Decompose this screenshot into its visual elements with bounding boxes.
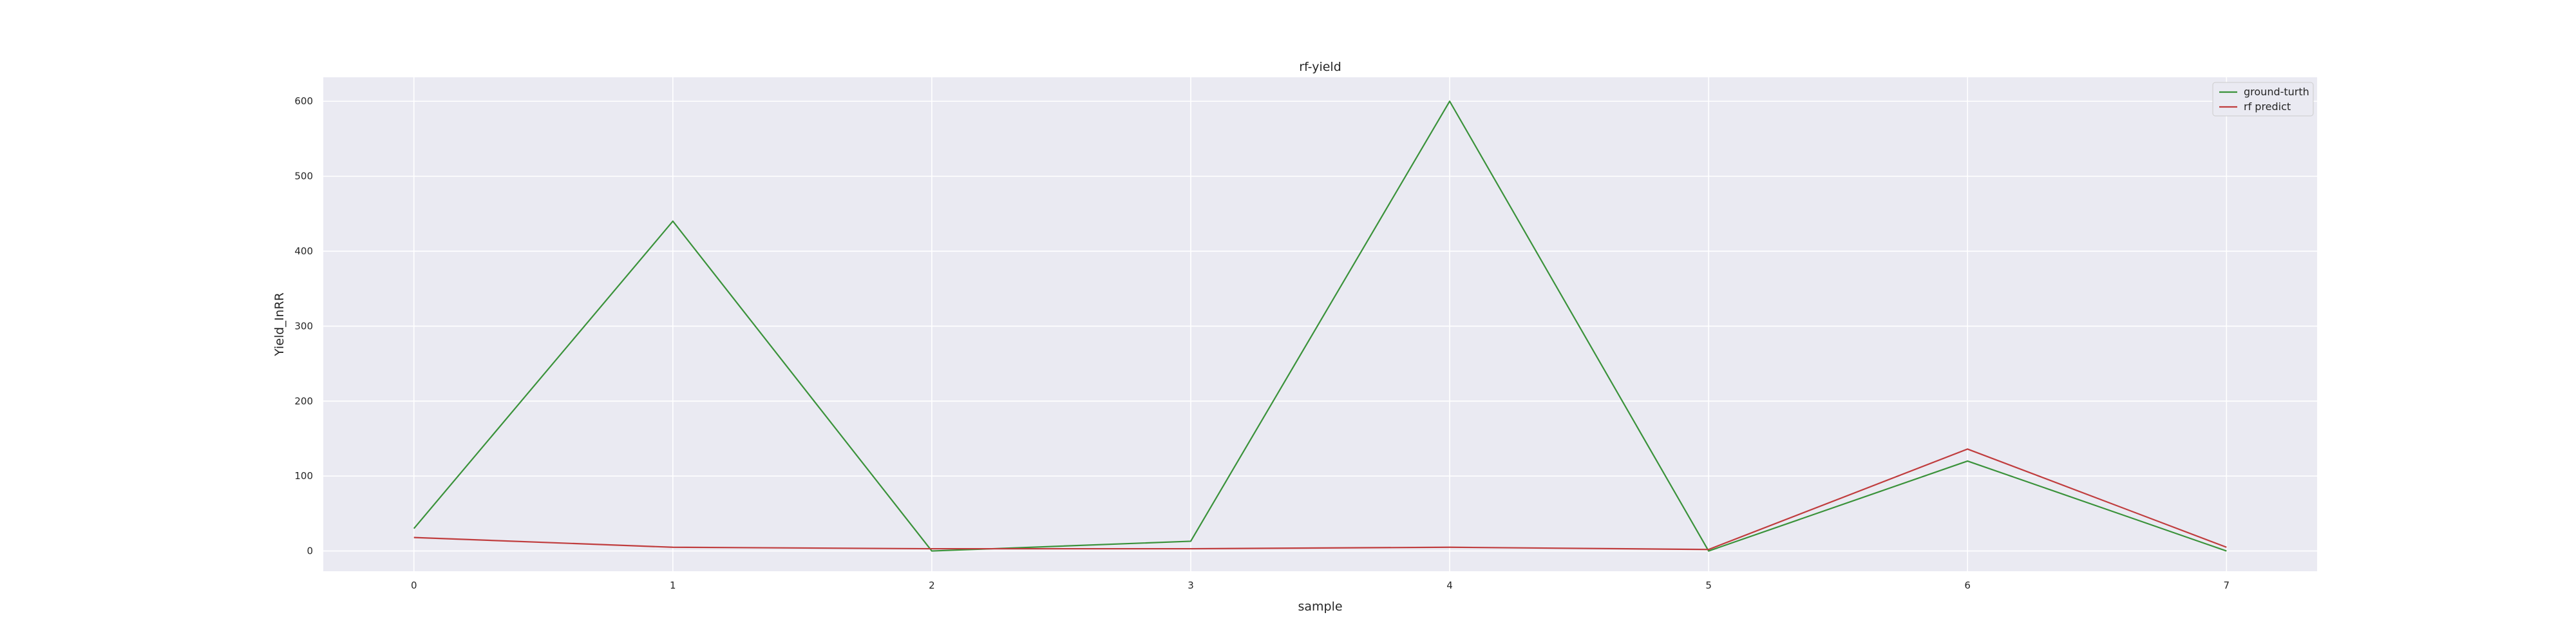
y-axis-ticks: 0 100 200 300 400 500 600 <box>294 95 313 556</box>
x-tick-label: 5 <box>1705 580 1712 591</box>
y-tick-label: 0 <box>307 545 313 557</box>
y-tick-label: 200 <box>294 395 313 407</box>
legend-label-2: rf predict <box>2244 100 2291 113</box>
x-tick-label: 6 <box>1964 580 1971 591</box>
y-tick-label: 500 <box>294 171 313 182</box>
gridlines <box>323 77 2317 571</box>
y-tick-label: 100 <box>294 470 313 482</box>
plot-area <box>323 77 2317 571</box>
x-tick-label: 7 <box>2223 580 2230 591</box>
y-tick-label: 400 <box>294 245 313 257</box>
series-line-2 <box>413 448 2227 551</box>
x-axis-ticks: 0 1 2 3 4 5 6 7 <box>411 580 2230 591</box>
x-tick-label: 0 <box>411 580 417 591</box>
x-tick-label: 4 <box>1446 580 1453 591</box>
legend: ground-turth rf predict <box>2212 82 2314 117</box>
y-tick-label: 300 <box>294 320 313 332</box>
x-tick-label: 3 <box>1188 580 1194 591</box>
legend-box <box>2212 82 2314 117</box>
legend-label-1: ground-turth <box>2244 86 2309 98</box>
y-axis-label: Yield_InRR <box>272 292 287 357</box>
series-line-1 <box>413 100 2227 552</box>
x-tick-label: 2 <box>929 580 935 591</box>
series-lines <box>413 100 2227 552</box>
x-tick-label: 1 <box>670 580 676 591</box>
y-tick-label: 600 <box>294 95 313 107</box>
chart-title: rf-yield <box>1299 60 1341 74</box>
x-axis-label: sample <box>1298 600 1342 614</box>
